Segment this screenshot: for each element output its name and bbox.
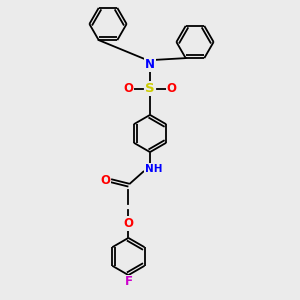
Text: O: O — [167, 82, 177, 95]
Text: NH: NH — [145, 164, 162, 174]
Text: O: O — [123, 217, 134, 230]
Text: S: S — [145, 82, 155, 95]
Text: O: O — [100, 173, 110, 187]
Text: O: O — [123, 82, 134, 95]
Text: N: N — [145, 58, 155, 71]
Text: F: F — [124, 275, 132, 288]
